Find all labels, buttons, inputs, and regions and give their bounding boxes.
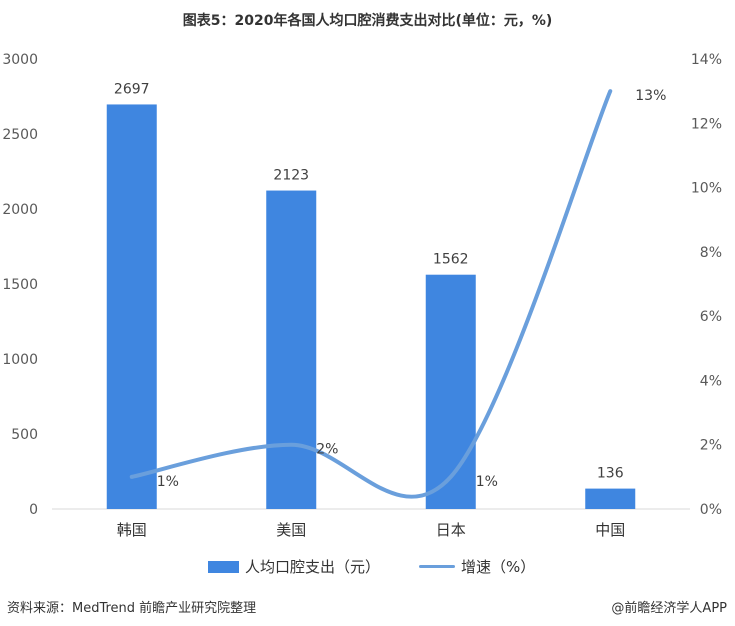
bar (266, 190, 317, 510)
bar (425, 274, 476, 509)
bar-value-label: 136 (597, 466, 624, 482)
right-tick-label: 10% (691, 181, 722, 197)
legend-item-bar: 人均口腔支出（元） (208, 556, 380, 577)
right-tick-label: 6% (700, 309, 722, 325)
legend-line-label: 增速（%） (461, 558, 536, 576)
line-value-label: 13% (635, 88, 666, 104)
line-value-label: 1% (476, 474, 498, 490)
category-label: 韩国 (117, 521, 147, 539)
category-label: 日本 (436, 521, 466, 539)
right-tick-label: 4% (700, 373, 722, 389)
bar-value-label: 2697 (114, 81, 150, 97)
bar (585, 488, 636, 509)
category-label: 中国 (595, 521, 625, 539)
bar-value-label: 1562 (433, 252, 469, 268)
line-series: 1% 2% 1% 13% (129, 88, 666, 499)
right-axis-ticks: 0% 2% 4% 6% 8% 10% 12% 14% (691, 52, 722, 518)
growth-line (129, 89, 613, 499)
legend-bar-label: 人均口腔支出（元） (245, 558, 381, 576)
right-tick-label: 14% (691, 52, 722, 68)
category-label: 美国 (276, 521, 306, 539)
left-axis-ticks: 0 500 1000 1500 2000 2500 3000 (2, 52, 38, 518)
left-tick-label: 0 (29, 502, 38, 518)
line-value-label: 2% (316, 442, 338, 458)
right-tick-label: 2% (700, 438, 722, 454)
bar-value-label: 2123 (273, 168, 309, 184)
right-tick-label: 8% (700, 245, 722, 261)
left-tick-label: 2000 (2, 202, 38, 218)
left-tick-label: 1500 (2, 277, 38, 293)
line-value-label: 1% (157, 474, 179, 490)
bar-series: 2697 2123 1562 136 (106, 81, 636, 510)
left-tick-label: 2500 (2, 127, 38, 143)
source-note: 资料来源：MedTrend 前瞻产业研究院整理 (7, 601, 257, 616)
legend: 人均口腔支出（元） 增速（%） (0, 556, 735, 578)
legend-line-swatch (419, 565, 455, 568)
left-tick-label: 1000 (2, 352, 38, 368)
left-tick-label: 500 (11, 427, 38, 443)
bar (106, 104, 157, 509)
legend-bar-swatch (208, 560, 239, 573)
chart-title: 图表5：2020年各国人均口腔消费支出对比(单位：元，%) (182, 13, 553, 29)
legend-item-line: 增速（%） (419, 556, 535, 577)
credit-note: @前瞻经济学人APP (611, 601, 727, 616)
category-labels: 韩国 美国 日本 中国 (117, 521, 626, 539)
left-tick-label: 3000 (2, 52, 38, 68)
right-tick-label: 12% (691, 116, 722, 132)
right-tick-label: 0% (700, 502, 722, 518)
